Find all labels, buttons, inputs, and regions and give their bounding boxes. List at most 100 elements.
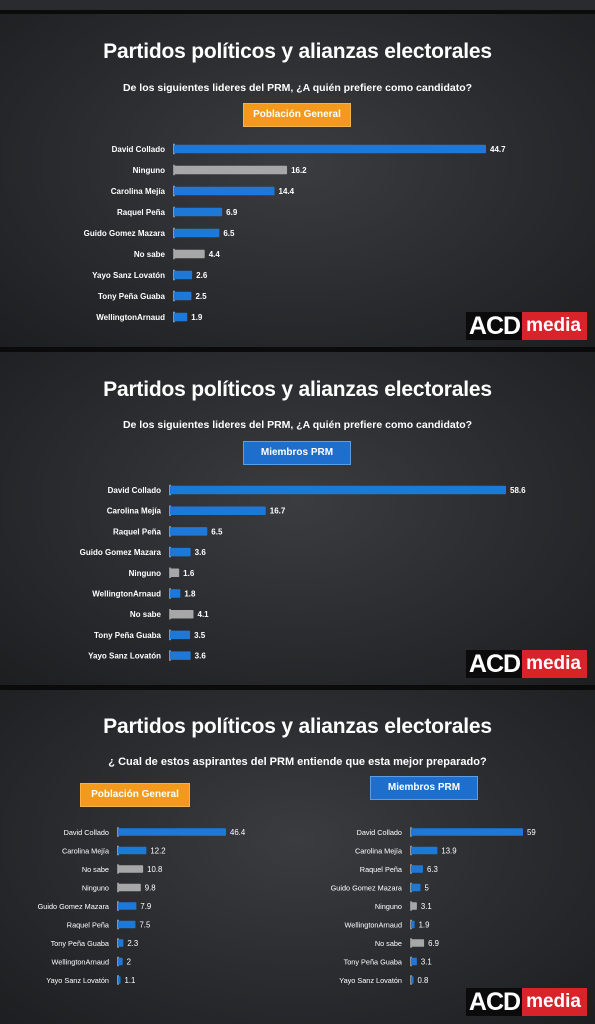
category-label: WellingtonArnaud bbox=[96, 313, 165, 322]
value-label: 16.2 bbox=[291, 166, 307, 175]
logo-brand: ACD bbox=[465, 988, 523, 1016]
bar bbox=[118, 957, 123, 966]
bar bbox=[170, 527, 208, 536]
bar bbox=[118, 846, 147, 855]
bar bbox=[174, 144, 486, 154]
bar bbox=[118, 920, 136, 929]
bar bbox=[411, 902, 417, 910]
panel-question: ¿ Cual de estos aspirantes del PRM entie… bbox=[108, 756, 487, 768]
bar bbox=[174, 207, 223, 217]
bar-chart-general: David Collado 46.4 Carolina Mejía 12.2 No sa… bbox=[38, 827, 246, 985]
value-label: 1.9 bbox=[419, 921, 430, 930]
acd-media-logo: ACD media bbox=[465, 650, 587, 678]
logo-suffix: media bbox=[522, 312, 587, 340]
value-label: 6.9 bbox=[226, 208, 238, 217]
category-label: No sabe bbox=[82, 865, 109, 874]
value-label: 1.8 bbox=[184, 590, 196, 599]
category-label: Ninguno bbox=[82, 884, 109, 893]
value-label: 58.6 bbox=[510, 486, 526, 495]
bar bbox=[411, 846, 438, 855]
panel-poblacion-candidato: Partidos políticos y alianzas electorale… bbox=[0, 14, 595, 347]
bar bbox=[174, 228, 220, 238]
category-label: Ninguno bbox=[375, 902, 402, 911]
segment-badge-miembros: Miembros PRM bbox=[370, 776, 478, 800]
value-label: 16.7 bbox=[270, 507, 286, 516]
bar bbox=[170, 630, 191, 640]
bar bbox=[411, 883, 421, 892]
category-label: Tony Peña Guaba bbox=[344, 958, 403, 967]
bar bbox=[174, 186, 275, 196]
category-label: Tony Peña Guaba bbox=[51, 939, 110, 948]
category-label: Yayo Sanz Lovatón bbox=[339, 976, 402, 985]
value-label: 1.1 bbox=[125, 976, 136, 985]
bar bbox=[174, 312, 188, 322]
logo-suffix: media bbox=[522, 650, 587, 678]
bar bbox=[170, 589, 181, 598]
logo-brand: ACD bbox=[465, 312, 523, 340]
value-label: 7.5 bbox=[139, 921, 151, 930]
category-label: David Collado bbox=[112, 145, 165, 154]
category-label: Tony Peña Guaba bbox=[98, 292, 166, 301]
value-label: 4.1 bbox=[198, 610, 210, 619]
value-label: 2.6 bbox=[196, 271, 208, 280]
value-label: 3.5 bbox=[194, 631, 206, 640]
category-label: No sabe bbox=[130, 610, 162, 619]
bar bbox=[170, 547, 191, 557]
value-label: 46.4 bbox=[230, 828, 246, 837]
bar bbox=[174, 249, 205, 259]
previous-panel-strip bbox=[0, 0, 595, 10]
value-label: 7.9 bbox=[140, 902, 151, 911]
panel-miembros-candidato: Partidos políticos y alianzas electorale… bbox=[0, 352, 595, 685]
category-label: Carolina Mejía bbox=[62, 847, 110, 856]
value-label: 1.6 bbox=[183, 569, 195, 578]
bar bbox=[170, 568, 180, 578]
bar bbox=[118, 902, 137, 910]
bar bbox=[174, 165, 288, 175]
category-label: Guido Gomez Mazara bbox=[80, 548, 162, 557]
category-label: Guido Gomez Mazara bbox=[331, 884, 403, 893]
category-label: Carolina Mejía bbox=[355, 847, 403, 856]
panel-question: De los siguientes lideres del PRM, ¿A qu… bbox=[122, 82, 473, 94]
value-label: 44.7 bbox=[490, 145, 506, 154]
acd-media-logo: ACD media bbox=[465, 312, 587, 340]
bar bbox=[174, 270, 193, 280]
category-label: Guido Gomez Mazara bbox=[38, 902, 110, 911]
value-label: 4.4 bbox=[209, 250, 221, 259]
panel-question: De los siguientes lideres del PRM, ¿A qu… bbox=[122, 419, 473, 431]
value-label: 10.8 bbox=[147, 865, 162, 874]
value-label: 0.8 bbox=[418, 976, 429, 985]
panel-title: Partidos políticos y alianzas electorale… bbox=[103, 40, 492, 63]
category-label: Raquel Peña bbox=[360, 865, 403, 874]
bar bbox=[118, 883, 141, 892]
bar-chart: David Collado 44.7 Ninguno 16.2 Carolina Mej… bbox=[84, 143, 506, 323]
bar bbox=[411, 920, 415, 929]
value-label: 6.5 bbox=[211, 527, 223, 536]
category-label: David Collado bbox=[64, 828, 109, 837]
segment-badge: Miembros PRM bbox=[243, 441, 351, 465]
value-label: 3.6 bbox=[195, 548, 207, 557]
segment-badge-general: Población General bbox=[80, 783, 190, 807]
logo-brand: ACD bbox=[465, 650, 523, 678]
bar-chart-miembros: David Collado 59 Carolina Mejía 13.9 Raquel … bbox=[331, 827, 536, 985]
category-label: Ninguno bbox=[133, 166, 166, 175]
bar-chart: David Collado 58.6 Carolina Mejía 16.7 Raque… bbox=[80, 484, 526, 661]
logo-suffix: media bbox=[522, 988, 587, 1016]
value-label: 3.6 bbox=[195, 652, 207, 661]
bar bbox=[118, 939, 124, 947]
value-label: 3.1 bbox=[421, 902, 432, 911]
acd-media-logo: ACD media bbox=[465, 988, 587, 1016]
value-label: 2.5 bbox=[195, 292, 207, 301]
bar bbox=[118, 976, 121, 984]
category-label: Tony Peña Guaba bbox=[94, 631, 162, 640]
bar bbox=[118, 865, 144, 873]
value-label: 14.4 bbox=[279, 187, 295, 196]
value-label: 6.3 bbox=[427, 865, 438, 874]
category-label: David Collado bbox=[357, 828, 402, 837]
category-label: WellingtonArnaud bbox=[52, 958, 109, 967]
value-label: 6.9 bbox=[428, 939, 439, 948]
bar bbox=[170, 506, 266, 515]
value-label: 2 bbox=[127, 958, 131, 967]
category-label: No sabe bbox=[375, 939, 402, 948]
bar bbox=[170, 651, 191, 660]
category-label: David Collado bbox=[108, 486, 161, 495]
